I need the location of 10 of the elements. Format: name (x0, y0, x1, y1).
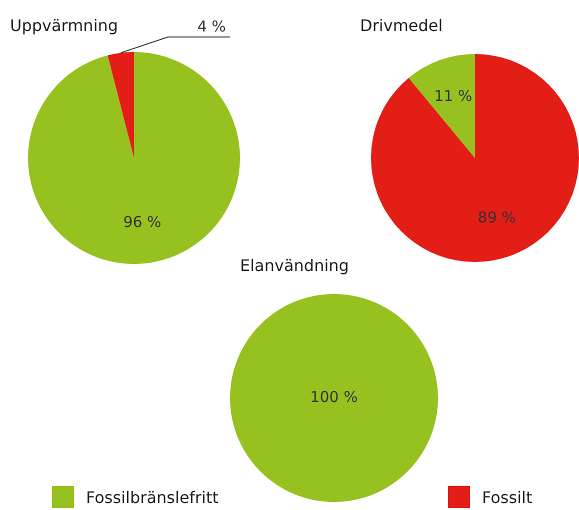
data-label: 100 % (310, 388, 358, 406)
data-label: 96 % (123, 213, 162, 232)
data-label: 89 % (478, 208, 516, 227)
chart-title: Elanvändning (240, 256, 349, 275)
data-label: 4 % (197, 17, 226, 36)
chart-title: Drivmedel (360, 16, 443, 35)
legend-label: Fossilt (482, 488, 532, 506)
chart-title: Uppvärmning (10, 16, 118, 35)
data-label: 11 % (434, 87, 472, 106)
legend-label: Fossilbränslefritt (86, 488, 218, 506)
